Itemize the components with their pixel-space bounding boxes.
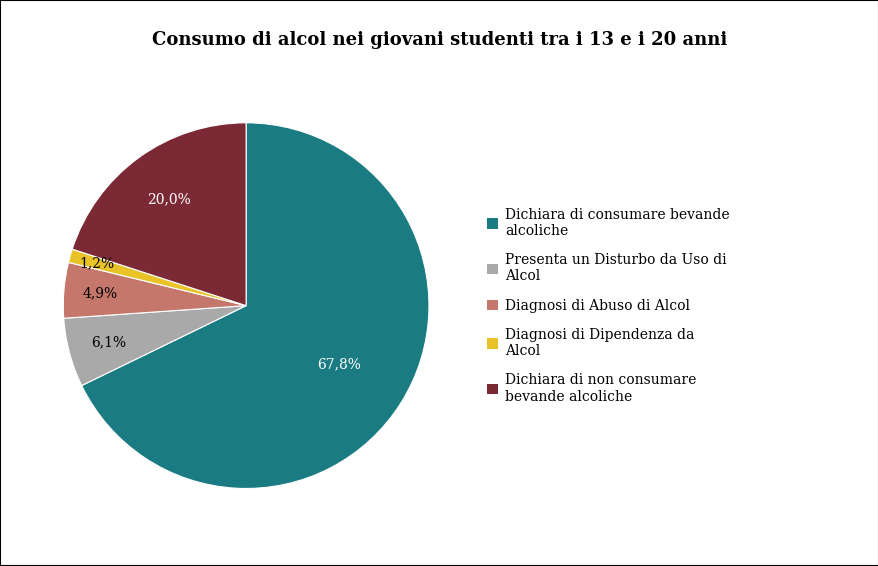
Wedge shape	[68, 249, 246, 306]
Legend: Dichiara di consumare bevande
alcoliche, Presenta un Disturbo da Uso di
Alcol, D: Dichiara di consumare bevande alcoliche,…	[481, 202, 735, 409]
Wedge shape	[72, 123, 246, 306]
Text: Consumo di alcol nei giovani studenti tra i 13 e i 20 anni: Consumo di alcol nei giovani studenti tr…	[152, 31, 726, 49]
Text: 20,0%: 20,0%	[147, 192, 191, 206]
Wedge shape	[63, 306, 246, 385]
Text: 67,8%: 67,8%	[317, 357, 361, 371]
Text: 6,1%: 6,1%	[90, 336, 126, 349]
Text: 1,2%: 1,2%	[79, 256, 114, 270]
Text: 4,9%: 4,9%	[83, 286, 118, 300]
Wedge shape	[63, 263, 246, 318]
Wedge shape	[82, 123, 428, 488]
